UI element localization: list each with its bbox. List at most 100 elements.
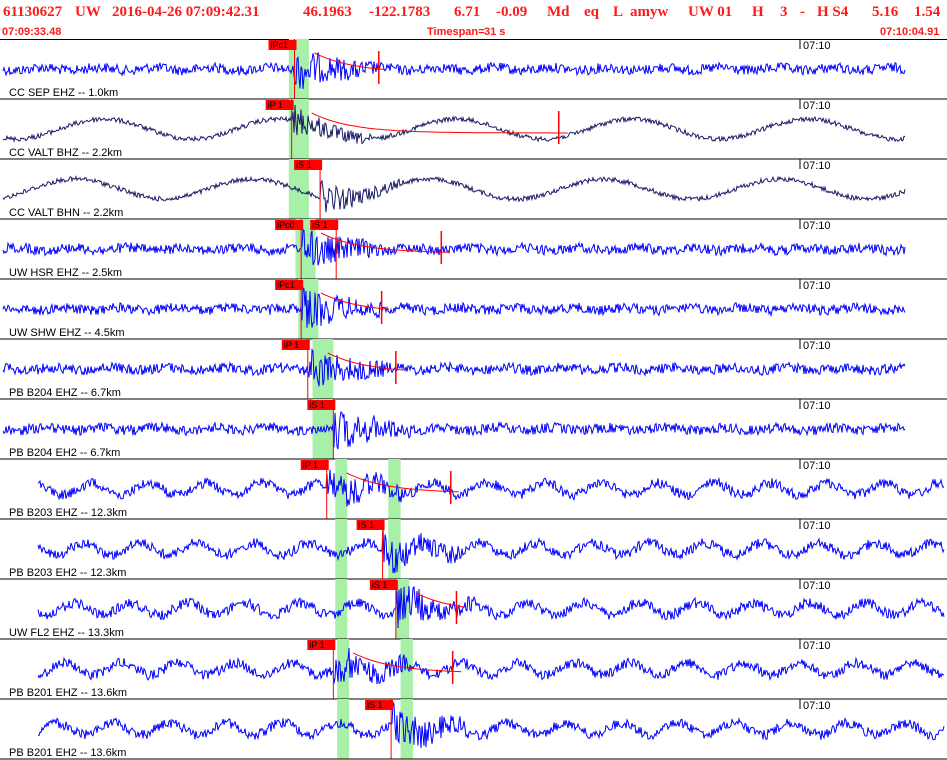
quality-s: H S4	[817, 4, 849, 20]
phase-pick-flag	[268, 40, 297, 50]
phase-pick-flag	[275, 220, 304, 230]
phase-pick-label: iP 1	[268, 100, 283, 110]
event-summary-header: 61130627 UW 2016-04-26 07:09:42.31 46.19…	[0, 0, 947, 27]
phase-pick-flag	[356, 520, 385, 530]
phase-pick-label: iP 1	[309, 640, 324, 650]
event-datetime: 2016-04-26 07:09:42.31	[112, 4, 260, 20]
author-name: amyw	[630, 4, 669, 20]
start-time: 07:09:33.48	[2, 26, 62, 38]
event-latitude: 46.1963	[303, 4, 352, 20]
phase-pick-flag	[281, 340, 310, 350]
minute-label: 07:10	[803, 40, 831, 52]
coda-decay-curve	[327, 352, 404, 371]
phase-pick-label: iS 1	[309, 400, 325, 410]
trace-panel[interactable]: CC SEP EHZ -- 1.0km 07:10 iPc1	[0, 39, 947, 100]
trace-panel[interactable]: PB B201 EHZ -- 13.6km 07:10 iP 1	[0, 639, 947, 700]
trace-panel[interactable]: UW SHW EHZ -- 4.5km 07:10 iPc1	[0, 279, 947, 340]
header-dash: -	[800, 4, 805, 20]
station-label: CC SEP EHZ -- 1.0km	[9, 87, 118, 99]
minute-label: 07:10	[803, 400, 831, 412]
event-longitude: -122.1783	[369, 4, 431, 20]
waveform-trace	[2, 104, 906, 145]
waveform-trace	[2, 286, 906, 328]
trace-panel[interactable]: PB B204 EHZ -- 6.7km 07:10 iP 1	[0, 339, 947, 400]
station-label: UW SHW EHZ -- 4.5km	[9, 327, 125, 339]
arrival-window	[335, 579, 348, 639]
station-label: UW FL2 EHZ -- 13.3km	[9, 627, 124, 639]
trace-panel[interactable]: CC VALT BHZ -- 2.2km 07:10 iP 1	[0, 99, 947, 160]
phase-pick-label: iP 1	[284, 340, 299, 350]
quality-h: H	[752, 4, 764, 20]
phase-pick-label: iPc1	[277, 280, 295, 290]
station-label: CC VALT BHN -- 2.2km	[9, 207, 123, 219]
phase-pick-label: iS 1	[359, 520, 375, 530]
station-label: PB B204 EHZ -- 6.7km	[9, 387, 121, 399]
trace-panel[interactable]: UW FL2 EHZ -- 13.3km 07:10 iS 1	[0, 579, 947, 640]
phase-pick-flag	[307, 400, 336, 410]
trace-panel[interactable]: PB B201 EH2 -- 13.6km 07:10 iS 1	[0, 699, 947, 760]
station-label: UW HSR EHZ -- 2.5km	[9, 267, 122, 279]
minute-label: 07:10	[803, 580, 831, 592]
arrival-window	[288, 99, 309, 159]
coda-decay-curve	[346, 472, 459, 493]
arrival-window	[335, 519, 348, 579]
trace-panel[interactable]: PB B203 EH2 -- 12.3km 07:10 iS 1	[0, 519, 947, 580]
waveform-trace	[37, 469, 945, 507]
arrival-window	[388, 459, 401, 519]
waveform-trace	[37, 528, 945, 574]
coda-decay-curve	[320, 232, 450, 253]
phase-pick-label: iS 1	[372, 580, 388, 590]
coda-decay-curve	[314, 52, 387, 71]
solution-id: UW 01	[688, 4, 733, 20]
waveform-trace	[37, 701, 945, 749]
station-label: PB B204 EH2 -- 6.7km	[9, 447, 120, 459]
minute-label: 07:10	[803, 700, 831, 712]
phase-pick-flag	[275, 280, 304, 290]
trace-panel[interactable]: PB B203 EHZ -- 12.3km 07:10 iP 1	[0, 459, 947, 520]
location-code: L	[613, 4, 624, 20]
phase-pick-flag	[369, 580, 398, 590]
time-range-bar: 07:09:33.48 Timespan= 31 s 07:10:04.91	[0, 26, 947, 40]
waveform-trace	[2, 410, 906, 450]
phase-pick-label: iS 1	[312, 220, 328, 230]
phase-pick-label: iS 1	[367, 700, 383, 710]
phase-pick-flag	[310, 220, 339, 230]
phase-pick-flag	[300, 460, 329, 470]
arrival-window	[337, 699, 350, 759]
trace-panel[interactable]: PB B204 EH2 -- 6.7km 07:10 iS 1	[0, 399, 947, 460]
station-label: PB B203 EHZ -- 12.3km	[9, 507, 127, 519]
waveform-trace	[37, 647, 945, 685]
coda-decay-curve	[415, 592, 464, 608]
header-value-1: 5.16	[872, 4, 899, 20]
event-type: eq	[584, 4, 599, 20]
trace-panel[interactable]: CC VALT BHN -- 2.2km 07:10 iS 1	[0, 159, 947, 220]
seismogram-panel[interactable]: CC SEP EHZ -- 1.0km 07:10 iPc1 CC VALT BHZ …	[0, 39, 947, 760]
arrival-window	[400, 699, 413, 759]
phase-pick-label: iS 1	[296, 160, 312, 170]
end-time: 07:10:04.91	[880, 26, 940, 38]
timespan-label: Timespan=	[427, 26, 485, 38]
phase-pick-flag	[307, 640, 336, 650]
minute-label: 07:10	[803, 160, 831, 172]
waveform-trace	[2, 175, 906, 213]
phase-pick-label: iPc1	[271, 40, 289, 50]
coda-decay-curve	[311, 112, 568, 134]
waveform-trace	[2, 52, 906, 89]
minute-label: 07:10	[803, 640, 831, 652]
station-label: PB B201 EH2 -- 13.6km	[9, 747, 126, 759]
phase-pick-flag	[265, 100, 294, 110]
waveform-trace	[2, 228, 906, 266]
event-magnitude: -0.09	[496, 4, 528, 20]
phase-pick-label: iP 1	[303, 460, 318, 470]
minute-label: 07:10	[803, 100, 831, 112]
minute-label: 07:10	[803, 460, 831, 472]
coda-decay-curve	[353, 652, 462, 673]
arrival-window	[400, 639, 413, 699]
minute-label: 07:10	[803, 220, 831, 232]
trace-panel[interactable]: UW HSR EHZ -- 2.5km 07:10 iPc0 iS 1	[0, 219, 947, 280]
station-label: CC VALT BHZ -- 2.2km	[9, 147, 122, 159]
waveform-trace	[2, 348, 906, 387]
event-id: 61130627	[3, 4, 63, 20]
arrival-window	[312, 339, 334, 399]
event-depth: 6.71	[454, 4, 481, 20]
